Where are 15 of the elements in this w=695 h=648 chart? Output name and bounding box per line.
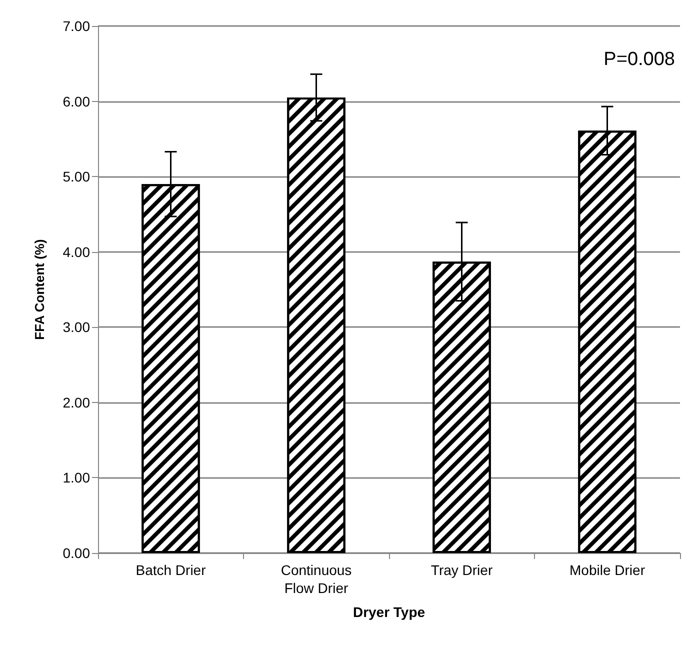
y-tick-label: 5.00 [62, 168, 90, 185]
y-tick-label: 4.00 [62, 244, 90, 260]
y-tick-label: 7.00 [62, 18, 90, 34]
x-tick-label: Continuous Flow Drier [280, 562, 352, 596]
annotation: P=0.008 [604, 49, 676, 70]
y-tick-label: 0.00 [62, 545, 90, 561]
y-tick-label: 2.00 [62, 394, 90, 410]
y-axis-title: FFA Content (%) [32, 239, 47, 340]
y-tick-label: 3.00 [62, 319, 90, 336]
y-tick-label: 1.00 [62, 470, 90, 486]
y-tick-label: 6.00 [62, 93, 90, 110]
x-axis-title: Dryer Type [352, 604, 426, 620]
x-tick-label: Mobile Drier [570, 562, 646, 578]
x-tick-label: Batch Drier [136, 562, 206, 578]
x-tick-label: Tray Drier [430, 562, 493, 578]
